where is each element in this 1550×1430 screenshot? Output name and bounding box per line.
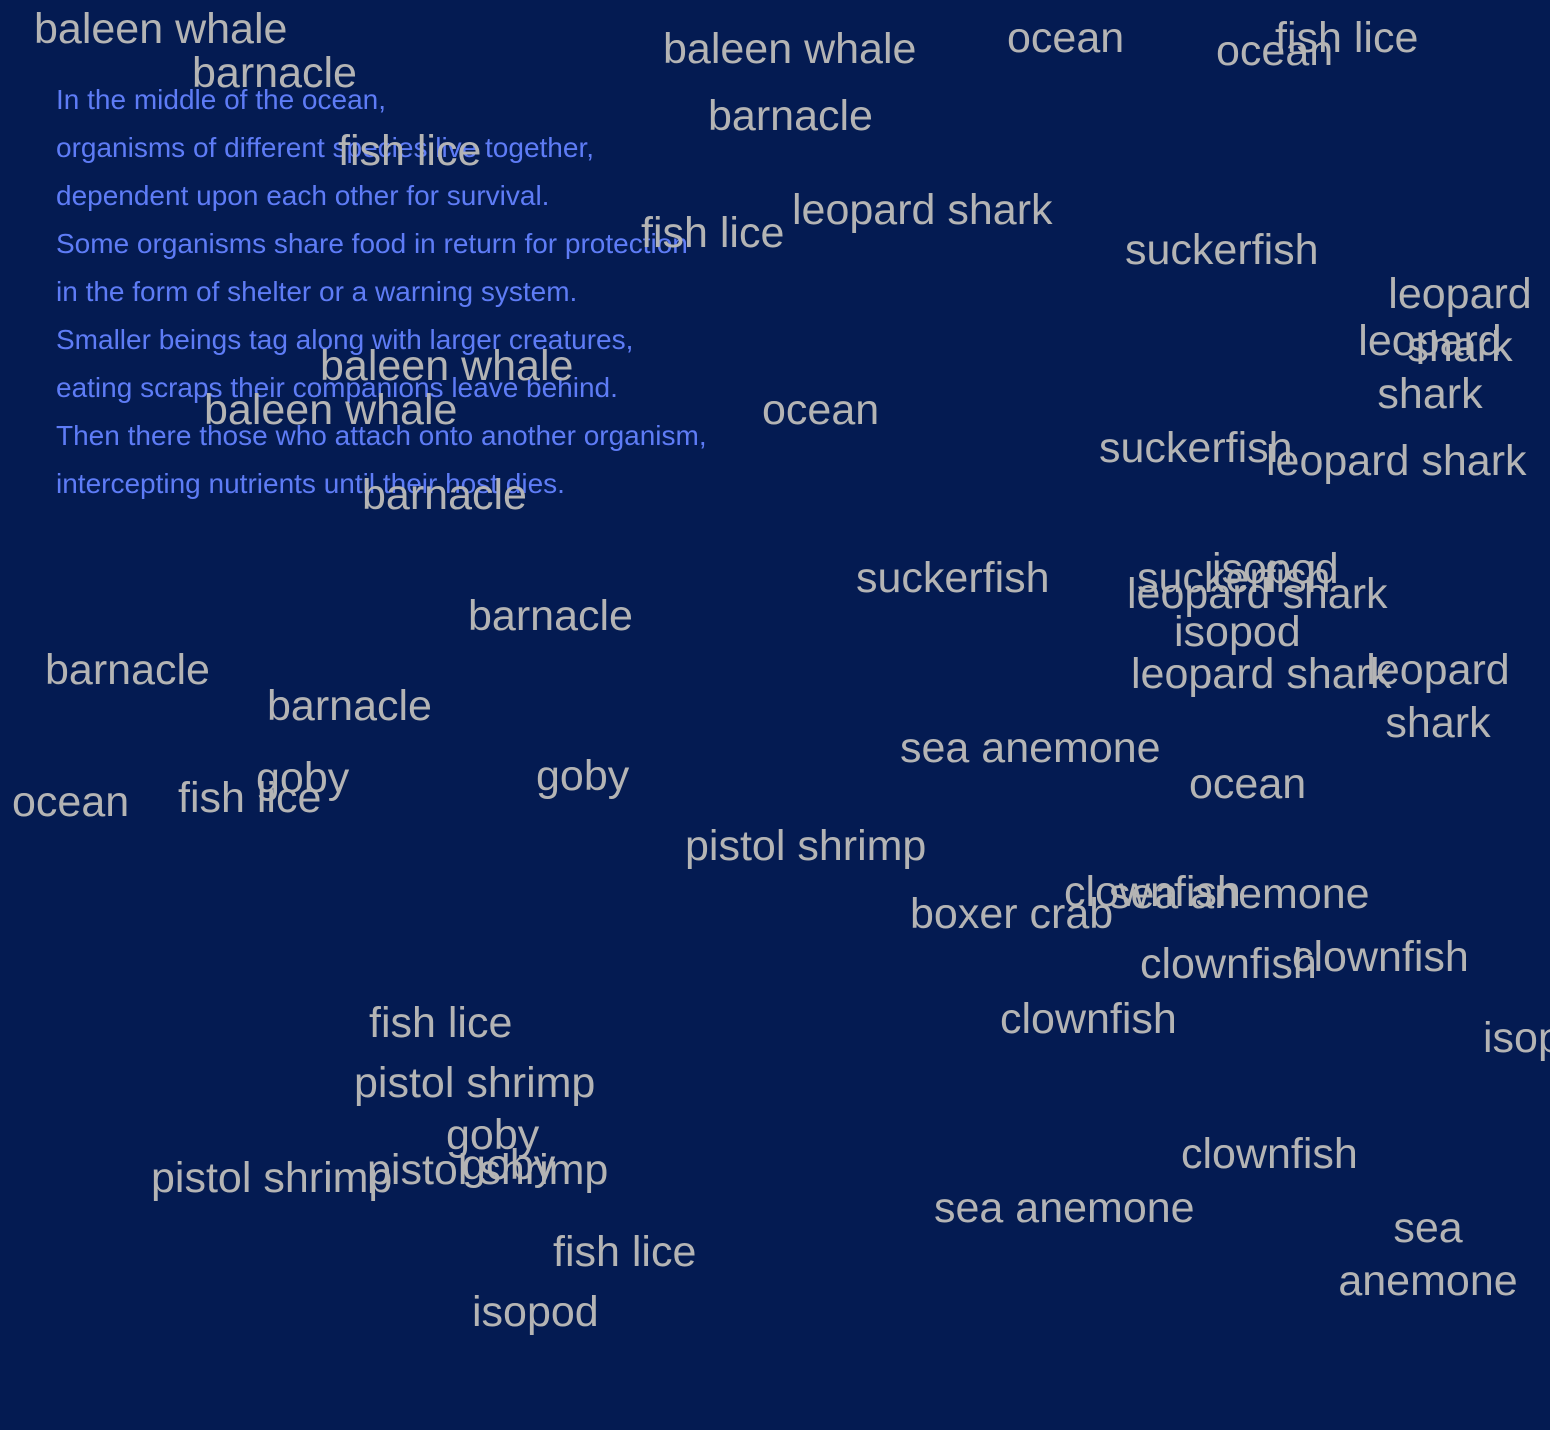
floating-word[interactable]: barnacle xyxy=(45,646,210,694)
floating-word[interactable]: barnacle xyxy=(468,592,633,640)
floating-word[interactable]: pistol shrimp xyxy=(354,1059,596,1107)
floating-word[interactable]: boxer crab xyxy=(910,890,1114,938)
floating-word[interactable]: baleen whale xyxy=(320,342,574,390)
floating-word[interactable]: fish lice xyxy=(553,1228,697,1276)
floating-word[interactable]: fish lice xyxy=(1275,14,1419,62)
floating-word[interactable]: leopard shark xyxy=(1127,570,1388,618)
poem-text: In the middle of the ocean, organisms of… xyxy=(56,76,707,508)
floating-word[interactable]: pistol shrimp xyxy=(685,822,927,870)
floating-word[interactable]: ocean xyxy=(12,778,130,826)
floating-word[interactable]: goby xyxy=(446,1111,540,1159)
floating-word[interactable]: baleen whale xyxy=(204,386,458,434)
floating-word[interactable]: goby xyxy=(462,1141,556,1189)
floating-word[interactable]: ocean xyxy=(1189,760,1307,808)
floating-word[interactable]: goby xyxy=(536,752,630,800)
floating-word[interactable]: fish lice xyxy=(338,127,482,175)
poem-line: in the form of shelter or a warning syst… xyxy=(56,276,578,307)
floating-word[interactable]: barnacle xyxy=(708,92,873,140)
floating-word[interactable]: ocean xyxy=(1216,27,1334,75)
floating-word[interactable]: clownfish xyxy=(1140,940,1317,988)
floating-word[interactable]: suckerfish xyxy=(1125,226,1319,274)
floating-word[interactable]: suckerfish xyxy=(1137,554,1331,602)
floating-word[interactable]: clownfish xyxy=(1064,868,1241,916)
floating-word[interactable]: suckerfish xyxy=(1099,424,1293,472)
floating-word[interactable]: leopard shark xyxy=(1266,437,1527,485)
poem-line: dependent upon each other for survival. xyxy=(56,180,550,211)
poem-line: In the middle of the ocean, xyxy=(56,84,386,115)
floating-word[interactable]: ocean xyxy=(1007,14,1125,62)
floating-word[interactable]: barnacle xyxy=(267,682,432,730)
poem-line: Smaller beings tag along with larger cre… xyxy=(56,324,634,355)
floating-word[interactable]: isopod xyxy=(1483,1014,1550,1062)
poem-line: eating scraps their companions leave beh… xyxy=(56,372,618,403)
poem-line: Then there those who attach onto another… xyxy=(56,420,707,451)
floating-word[interactable]: barnacle xyxy=(192,49,357,97)
floating-word[interactable]: suckerfish xyxy=(856,554,1050,602)
floating-word[interactable]: sea anemone xyxy=(1109,870,1370,918)
floating-word[interactable]: pistol shrimp xyxy=(151,1154,393,1202)
floating-word[interactable]: leopard shark xyxy=(1358,317,1502,418)
poem-line: organisms of different species live toge… xyxy=(56,132,595,163)
floating-word[interactable]: clownfish xyxy=(1000,995,1177,1043)
floating-word[interactable]: leopard shark xyxy=(1366,646,1510,747)
floating-word[interactable]: sea anemone xyxy=(1338,1204,1518,1305)
floating-word[interactable]: leopard shark xyxy=(792,186,1053,234)
floating-word[interactable]: sea anemone xyxy=(934,1184,1195,1232)
floating-word[interactable]: baleen whale xyxy=(663,25,917,73)
floating-word[interactable]: fish lice xyxy=(369,999,513,1047)
poem-line: Some organisms share food in return for … xyxy=(56,228,688,259)
floating-word[interactable]: isopod xyxy=(1212,545,1339,593)
poem-line: intercepting nutrients until their host … xyxy=(56,468,565,499)
floating-word[interactable]: barnacle xyxy=(362,471,527,519)
floating-word[interactable]: fish lice xyxy=(178,774,322,822)
floating-word[interactable]: fish lice xyxy=(641,209,785,257)
floating-word[interactable]: clownfish xyxy=(1292,933,1469,981)
floating-word[interactable]: pistol shrimp xyxy=(367,1146,609,1194)
floating-word[interactable]: isopod xyxy=(472,1288,599,1336)
floating-word[interactable]: clownfish xyxy=(1181,1130,1358,1178)
floating-word[interactable]: leopard shark xyxy=(1131,650,1392,698)
floating-word[interactable]: baleen whale xyxy=(34,5,288,53)
floating-word[interactable]: sea anemone xyxy=(900,724,1161,772)
floating-word[interactable]: goby xyxy=(256,754,350,802)
floating-word[interactable]: isopod xyxy=(1174,608,1301,656)
floating-word[interactable]: leopard shark xyxy=(1388,270,1532,371)
floating-word[interactable]: ocean xyxy=(762,386,880,434)
